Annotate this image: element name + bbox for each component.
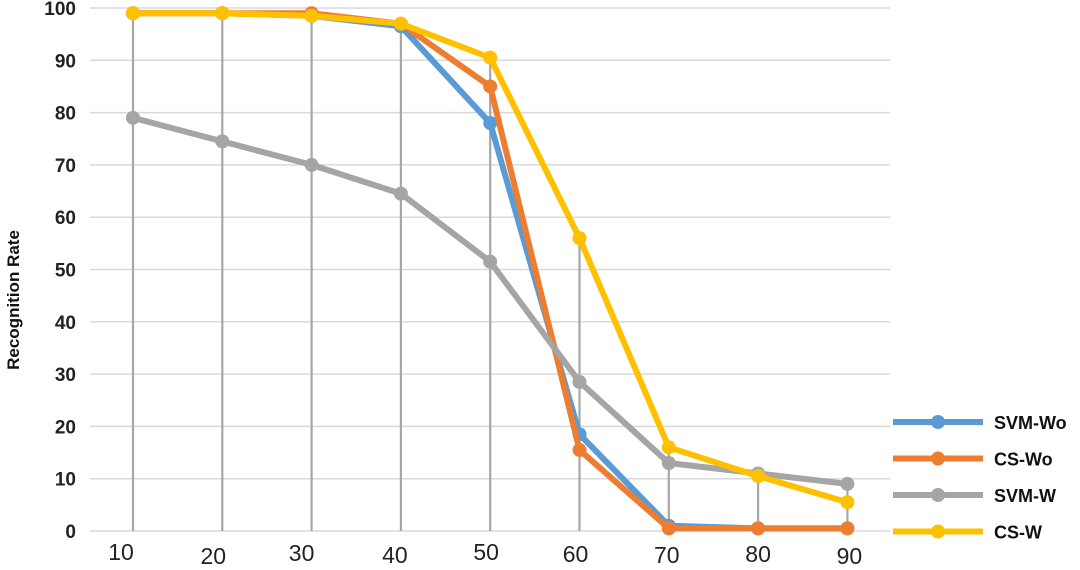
x-tick-label: 70 — [654, 542, 680, 568]
y-axis-ticks: 0 10 20 30 40 50 60 70 80 90 100 — [44, 0, 76, 543]
x-tick-label: 20 — [201, 543, 227, 569]
series-lines — [126, 6, 855, 536]
legend-label: CS-Wo — [994, 450, 1053, 470]
x-tick-label: 60 — [563, 541, 589, 567]
y-tick-label: 30 — [55, 365, 76, 386]
series-cs-w — [126, 6, 855, 510]
data-point — [393, 16, 408, 31]
data-point — [840, 521, 855, 536]
y-tick-label: 10 — [55, 470, 76, 491]
y-tick-label: 70 — [55, 156, 76, 177]
x-tick-label: 30 — [289, 540, 315, 566]
y-tick-label: 20 — [55, 417, 76, 438]
y-tick-label: 60 — [55, 208, 76, 229]
legend-swatch-marker — [931, 415, 945, 429]
data-point — [572, 231, 587, 246]
x-tick-label: 40 — [382, 542, 408, 568]
data-point — [304, 8, 319, 23]
y-axis-label: Recognition Rate — [4, 230, 23, 370]
x-tick-label: 90 — [837, 543, 863, 569]
data-point — [483, 50, 498, 65]
x-axis-ticks: 10 20 30 40 50 60 70 80 90 — [108, 539, 862, 569]
legend-item: CS-W — [893, 523, 1042, 543]
y-tick-label: 40 — [55, 313, 76, 334]
data-point — [483, 116, 498, 131]
legend-swatch-marker — [931, 451, 945, 466]
data-point — [840, 476, 855, 491]
data-point — [661, 521, 676, 536]
data-point — [751, 469, 766, 484]
legend-item: SVM-Wo — [893, 413, 1067, 433]
data-point — [840, 495, 855, 510]
data-point — [393, 186, 408, 201]
data-point — [751, 521, 766, 536]
data-point — [483, 79, 498, 94]
data-point — [126, 110, 140, 125]
legend-swatch-marker — [931, 488, 945, 502]
x-tick-label: 80 — [745, 541, 771, 567]
y-tick-label: 100 — [44, 0, 76, 20]
legend-label: SVM-Wo — [994, 413, 1067, 433]
legend: SVM-Wo CS-Wo SVM-W CS-W — [893, 413, 1067, 543]
legend-label: CS-W — [994, 523, 1042, 543]
y-tick-label: 80 — [55, 104, 76, 125]
legend-swatch-marker — [931, 524, 945, 539]
data-point — [572, 442, 587, 457]
x-tick-label: 50 — [473, 539, 499, 565]
data-point — [215, 6, 230, 21]
y-tick-label: 90 — [55, 51, 76, 72]
data-point — [483, 254, 498, 269]
y-tick-label: 0 — [65, 522, 76, 543]
y-tick-label: 50 — [55, 261, 76, 282]
data-point — [215, 134, 230, 149]
legend-item: SVM-W — [893, 486, 1056, 506]
data-point — [304, 157, 319, 172]
data-point — [572, 374, 587, 389]
data-point — [661, 456, 676, 471]
legend-label: SVM-W — [994, 486, 1056, 506]
legend-item: CS-Wo — [893, 450, 1053, 470]
data-point — [661, 440, 676, 455]
x-tick-label: 10 — [108, 539, 134, 565]
data-point — [126, 6, 140, 21]
